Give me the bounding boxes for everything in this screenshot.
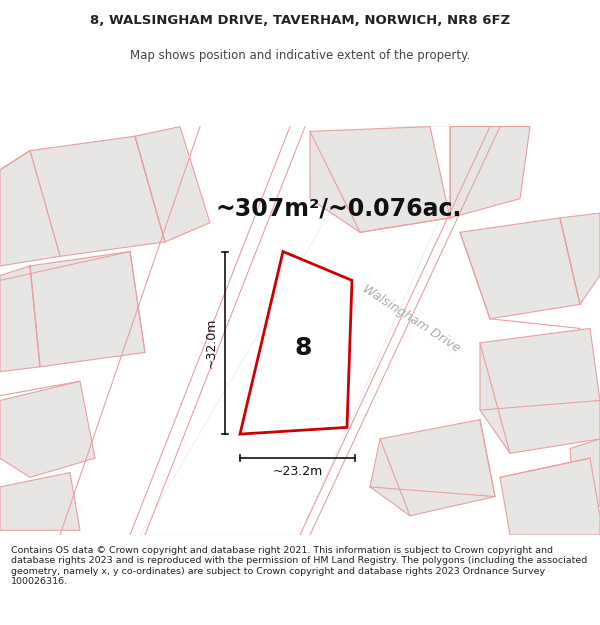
Text: 8: 8 bbox=[295, 336, 311, 359]
Polygon shape bbox=[370, 420, 495, 516]
Text: Map shows position and indicative extent of the property.: Map shows position and indicative extent… bbox=[130, 49, 470, 62]
Polygon shape bbox=[480, 328, 600, 453]
Text: ~32.0m: ~32.0m bbox=[205, 318, 218, 368]
Polygon shape bbox=[240, 251, 352, 434]
Polygon shape bbox=[460, 218, 580, 319]
Polygon shape bbox=[500, 458, 600, 535]
Text: Walsingham Drive: Walsingham Drive bbox=[360, 282, 463, 355]
Text: ~23.2m: ~23.2m bbox=[272, 465, 323, 478]
Polygon shape bbox=[0, 151, 60, 266]
Polygon shape bbox=[560, 213, 600, 304]
Polygon shape bbox=[310, 127, 450, 232]
Polygon shape bbox=[135, 127, 210, 242]
Polygon shape bbox=[0, 472, 80, 530]
Text: Contains OS data © Crown copyright and database right 2021. This information is : Contains OS data © Crown copyright and d… bbox=[11, 546, 587, 586]
Text: 8, WALSINGHAM DRIVE, TAVERHAM, NORWICH, NR8 6FZ: 8, WALSINGHAM DRIVE, TAVERHAM, NORWICH, … bbox=[90, 14, 510, 27]
Text: ~307m²/~0.076ac.: ~307m²/~0.076ac. bbox=[215, 196, 461, 220]
Polygon shape bbox=[570, 439, 600, 511]
Polygon shape bbox=[0, 266, 40, 372]
Polygon shape bbox=[30, 136, 165, 256]
Polygon shape bbox=[30, 251, 145, 367]
Polygon shape bbox=[0, 381, 95, 478]
Polygon shape bbox=[450, 127, 530, 218]
Polygon shape bbox=[140, 127, 480, 535]
